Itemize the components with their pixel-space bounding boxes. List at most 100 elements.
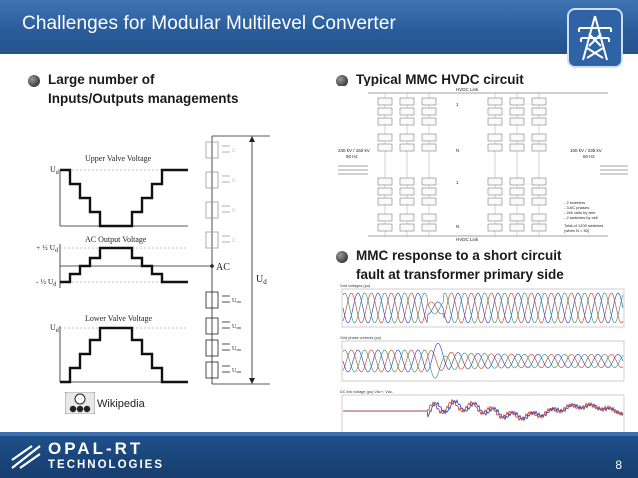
- hvdc-cell: [377, 187, 393, 196]
- waveform-trace: [342, 349, 624, 379]
- mmc-waveform-diagram: Upper Valve Voltage Ud AC Output Voltage…: [36, 135, 270, 385]
- dc-voltage-trace: [343, 398, 624, 422]
- hvdc-cell: [531, 107, 547, 116]
- svg-text:Usm: Usm: [232, 368, 242, 374]
- svg-text:- 3 AC phases: - 3 AC phases: [564, 205, 589, 210]
- hvdc-cell: [509, 187, 525, 196]
- hvdc-cell: [531, 213, 547, 222]
- waveform-trace: [342, 292, 624, 324]
- hvdc-cell: [377, 117, 393, 126]
- hvdc-cell: [509, 97, 525, 106]
- hvdc-cell: [421, 97, 437, 106]
- hvdc-n-top: N: [456, 148, 459, 153]
- hvdc-cell: [399, 213, 415, 222]
- hvdc-cell: [509, 133, 525, 142]
- svg-text:- 2 inverters: - 2 inverters: [564, 200, 585, 205]
- slide-title: Challenges for Modular Multilevel Conver…: [22, 13, 396, 34]
- hvdc-link-top: HVDC Link: [456, 87, 479, 92]
- hvdc-cell: [509, 177, 525, 186]
- bullet-dot: [28, 75, 40, 87]
- hvdc-cell: [487, 197, 503, 206]
- hvdc-right-freq: 60 Hz: [583, 154, 596, 159]
- hvdc-cell: [509, 117, 525, 126]
- ud-label: Ud: [256, 274, 267, 286]
- brand-line1: OPAL-RT: [48, 439, 144, 458]
- hvdc-left-voltage: 230 kV / 160 kV: [338, 148, 370, 153]
- page-number: 8: [615, 458, 622, 472]
- hvdc-cell: [531, 117, 547, 126]
- plot2-title: Grid phase currents (pu): [340, 336, 382, 340]
- hvdc-link-bottom: HVDC Link: [456, 237, 479, 242]
- hvdc-cell: [487, 177, 503, 186]
- hvdc-cell: [531, 187, 547, 196]
- waveform-trace: [342, 292, 624, 324]
- hvdc-cell: [509, 213, 525, 222]
- hvdc-cell: [487, 213, 503, 222]
- svg-text:U: U: [232, 179, 236, 184]
- ac-plus-label: + ½ Ud: [36, 243, 58, 254]
- hvdc-cell: [531, 143, 547, 152]
- waveform-trace: [342, 342, 624, 373]
- hvdc-cell: [421, 117, 437, 126]
- footer-bar: [0, 436, 638, 478]
- hvdc-cell: [531, 97, 547, 106]
- footer-accent-line: [0, 432, 638, 436]
- hvdc-cell: [531, 223, 547, 232]
- svg-text:U: U: [232, 149, 236, 154]
- hvdc-n1-top: 1: [456, 102, 459, 107]
- hvdc-cell: [421, 133, 437, 142]
- left-bullet-line1: Large number of: [48, 72, 155, 87]
- right-bullet1-text: Typical MMC HVDC circuit: [356, 72, 524, 87]
- plot3-title: DC link voltage (pu) Vdc+, Vdc-: [340, 390, 394, 394]
- upper-valve-label: Upper Valve Voltage: [85, 154, 152, 163]
- wikipedia-credit: Wikipedia: [97, 398, 145, 410]
- hvdc-n-bottom: N: [456, 224, 459, 229]
- hvdc-n1-bottom: 1: [456, 180, 459, 185]
- power-tower-icon: [567, 8, 623, 68]
- hvdc-cell: [421, 213, 437, 222]
- hvdc-cell: [377, 223, 393, 232]
- hvdc-cell: [509, 197, 525, 206]
- svg-text:- 2 switches by cell: - 2 switches by cell: [564, 215, 598, 220]
- hvdc-cell: [531, 133, 547, 142]
- lower-axis-label: Ud: [50, 323, 59, 334]
- hvdc-cell: [399, 97, 415, 106]
- hvdc-cell: [377, 97, 393, 106]
- brand-line2: TECHNOLOGIES: [48, 459, 165, 471]
- hvdc-cell: [399, 117, 415, 126]
- hvdc-cell: [487, 223, 503, 232]
- hvdc-cell: [377, 213, 393, 222]
- hvdc-cell: [509, 143, 525, 152]
- right-bullet2-line1: MMC response to a short circuit: [356, 248, 562, 263]
- mmc-response-plots: Grid voltages (pu) Grid phase currents (…: [336, 283, 628, 439]
- hvdc-cell: [487, 107, 503, 116]
- brand-logo: OPAL-RT TECHNOLOGIES: [48, 440, 164, 472]
- left-bullet-line2: Inputs/Outputs managements: [48, 91, 239, 106]
- svg-text:U: U: [232, 209, 236, 214]
- svg-text:Usm: Usm: [232, 346, 242, 352]
- hvdc-cell: [377, 107, 393, 116]
- svg-text:Usm: Usm: [232, 298, 242, 304]
- plot1-title: Grid voltages (pu): [340, 284, 371, 288]
- ac-node-label: AC: [216, 262, 230, 273]
- hvdc-cell: [377, 197, 393, 206]
- hvdc-cell: [531, 197, 547, 206]
- hvdc-cell: [421, 107, 437, 116]
- svg-text:Total of 1200 switches: Total of 1200 switches: [564, 223, 603, 228]
- hvdc-cell: [509, 223, 525, 232]
- title-bar: [0, 0, 638, 54]
- hvdc-cell: [399, 223, 415, 232]
- hvdc-cell: [421, 187, 437, 196]
- hvdc-cell: [487, 133, 503, 142]
- hvdc-cell: [377, 177, 393, 186]
- left-bullet-text: Large number of Inputs/Outputs managemen…: [48, 70, 239, 108]
- lower-valve-label: Lower Valve Voltage: [85, 314, 153, 323]
- hvdc-cell: [421, 197, 437, 206]
- hvdc-cell: [421, 143, 437, 152]
- creative-commons-icon: [65, 392, 95, 414]
- hvdc-cell: [399, 177, 415, 186]
- hvdc-cell: [487, 97, 503, 106]
- hvdc-notes: - 2 inverters - 3 AC phases - 2x6 cells …: [564, 200, 603, 233]
- hvdc-cell: [509, 107, 525, 116]
- svg-text:U: U: [232, 239, 236, 244]
